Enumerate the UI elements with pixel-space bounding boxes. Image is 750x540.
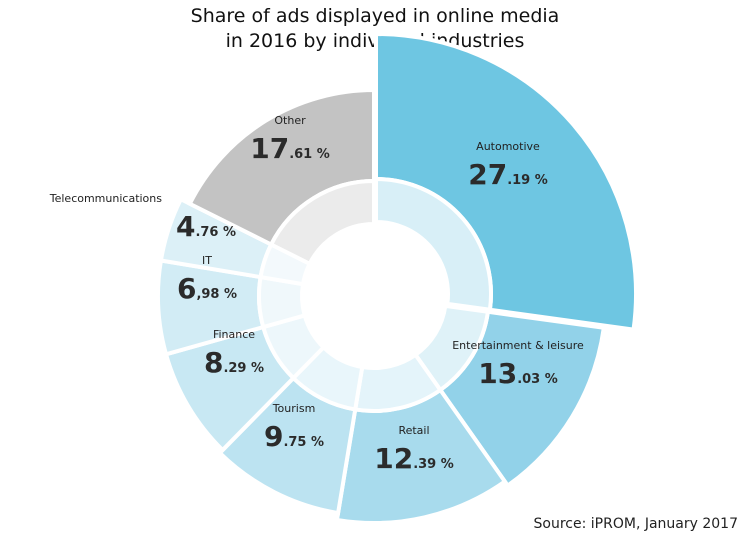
slice-value-automotive: 27.19 % xyxy=(468,158,548,191)
slice-value-other: 17.61 % xyxy=(250,132,330,165)
slice-value-entertainment-leisure: 13.03 % xyxy=(478,357,558,390)
slice-label-telecommunications: Telecommunications xyxy=(49,192,163,205)
slice-inner-ring-automotive xyxy=(374,176,493,313)
slice-value-telecommunications: 4.76 % xyxy=(176,210,236,243)
slice-label-retail: Retail xyxy=(398,424,429,437)
slice-inner-ring-other xyxy=(268,178,376,267)
chart-title-line-1: Share of ads displayed in online media xyxy=(190,5,560,27)
slice-label-finance: Finance xyxy=(213,328,255,341)
source-note: Source: iPROM, January 2017 xyxy=(533,516,738,532)
slice-label-tourism: Tourism xyxy=(272,402,316,415)
slice-value-finance: 8.29 % xyxy=(204,346,264,379)
slice-label-entertainment-leisure: Entertainment & leisure xyxy=(452,339,584,352)
slice-value-retail: 12.39 % xyxy=(374,442,454,475)
slice-value-it: 6,98 % xyxy=(177,272,237,305)
donut-hole xyxy=(303,225,445,367)
slice-label-it: IT xyxy=(202,254,212,267)
slice-value-tourism: 9.75 % xyxy=(264,420,324,453)
slice-label-other: Other xyxy=(274,114,306,127)
slice-label-automotive: Automotive xyxy=(476,140,540,153)
